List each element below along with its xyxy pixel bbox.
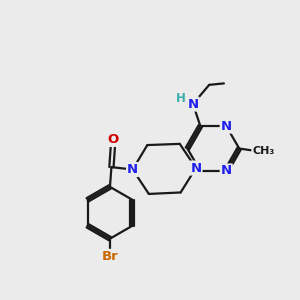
Text: N: N (127, 163, 138, 176)
Text: O: O (107, 133, 118, 146)
Text: CH₃: CH₃ (252, 146, 274, 156)
Text: Br: Br (102, 250, 118, 263)
Text: N: N (190, 161, 202, 175)
Text: N: N (221, 120, 232, 133)
Text: H: H (176, 92, 186, 105)
Text: N: N (188, 98, 199, 110)
Text: N: N (221, 164, 232, 178)
